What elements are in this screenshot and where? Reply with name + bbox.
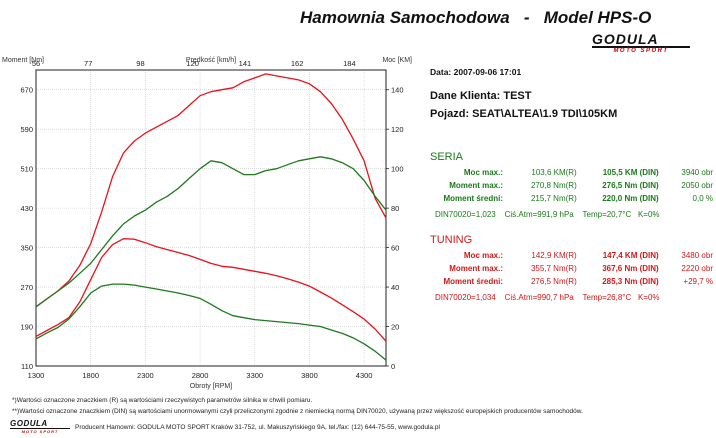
stat-label: Moment średni: xyxy=(443,194,504,203)
logo-main-text: GODULA xyxy=(10,420,70,429)
y-left-tick-label: 590 xyxy=(20,125,33,134)
stat-extra-value: 0,0 % xyxy=(692,194,713,203)
x-axis-label: Obroty [RPM] xyxy=(190,383,232,390)
stat-extra-value: 3480 obr xyxy=(681,251,713,260)
stat-real-value: 355,7 Nm(R) xyxy=(530,264,577,273)
stat-din-value: 285,3 Nm (DIN) xyxy=(602,277,659,286)
x-tick-label: 3800 xyxy=(301,371,318,380)
seria-power-curve xyxy=(35,156,387,308)
x-tick-label: 2300 xyxy=(137,371,154,380)
seria-din-conditions: DIN70020=1,023 Ciś.Atm=991,9 hPa Temp=20… xyxy=(435,210,660,219)
dyno-chart: Moment [Nm] Prędkość [km/h] Moc [KM] Obr… xyxy=(2,57,412,390)
chart-grid xyxy=(35,70,386,367)
top-tick-label: 141 xyxy=(239,59,252,68)
table-row: Moment średni: 215,7 Nm(R) 220,0 Nm (DIN… xyxy=(431,192,716,205)
y-left-tick-label: 350 xyxy=(20,244,33,253)
y-left-tick-label: 430 xyxy=(20,204,33,213)
top-tick-label: 77 xyxy=(84,59,92,68)
x-tick-label: 3300 xyxy=(246,371,263,380)
stat-label: Moment max.: xyxy=(449,181,504,190)
tuning-torque-curve xyxy=(35,238,387,342)
tuning-section-title: TUNING xyxy=(430,234,473,246)
y-right-tick-label: 120 xyxy=(391,125,404,134)
x-tick-label: 2800 xyxy=(192,371,209,380)
top-axis-label: Prędkość [km/h] xyxy=(186,57,236,64)
stat-label: Moment średni: xyxy=(443,277,504,286)
y-right-tick-label: 100 xyxy=(391,165,404,174)
tuning-stats-table: Moc max.: 142,9 KM(R) 147,4 KM (DIN) 348… xyxy=(431,249,716,288)
footnote-din-values: **)Wartości oznaczone znaczkiem (DIN) są… xyxy=(12,408,583,415)
y-left-tick-label: 110 xyxy=(21,362,33,371)
stat-extra-value: +29,7 % xyxy=(683,277,713,286)
stat-extra-value: 3940 obr xyxy=(681,168,713,177)
logo-sub-text: MOTO SPORT xyxy=(21,429,59,434)
producer-info: Producent Hamowni: GODULA MOTO SPORT Kra… xyxy=(75,424,440,431)
y-right-tick-label: 40 xyxy=(391,283,399,292)
tuning-power-curve xyxy=(35,73,387,308)
y-right-tick-label: 80 xyxy=(391,204,399,213)
stat-real-value: 103,6 KM(R) xyxy=(531,168,577,177)
top-tick-label: 120 xyxy=(186,59,199,68)
stat-extra-value: 2050 obr xyxy=(681,181,713,190)
vehicle-name: Pojazd: SEAT\ALTEA\1.9 TDI\105KM xyxy=(430,108,618,120)
tuning-din-conditions: DIN70020=1,034 Ciś.Atm=990,7 hPa Temp=26… xyxy=(435,293,660,302)
stat-real-value: 142,9 KM(R) xyxy=(531,251,577,260)
footnote-real-values: *)Wartości oznaczone znaczkiem (R) są wa… xyxy=(12,397,313,404)
godula-logo: GODULA MOTO SPORT xyxy=(592,32,690,54)
stat-din-value: 276,5 Nm (DIN) xyxy=(602,181,659,190)
y-left-tick-label: 190 xyxy=(20,323,33,332)
seria-section-title: SERIA xyxy=(430,151,464,163)
table-row: Moment średni: 276,5 Nm(R) 285,3 Nm (DIN… xyxy=(431,275,716,288)
test-date: Data: 2007-09-06 17:01 xyxy=(430,67,522,77)
client-name: Dane Klienta: TEST xyxy=(430,90,532,102)
table-row: Moc max.: 142,9 KM(R) 147,4 KM (DIN) 348… xyxy=(431,249,716,262)
x-tick-label: 1300 xyxy=(28,371,45,380)
top-tick-label: 98 xyxy=(136,59,144,68)
stat-din-value: 367,6 Nm (DIN) xyxy=(602,264,659,273)
y-right-tick-label: 140 xyxy=(391,86,404,95)
top-tick-label: 162 xyxy=(291,59,304,68)
x-tick-label: 4300 xyxy=(356,371,373,380)
stat-real-value: 215,7 Nm(R) xyxy=(530,194,577,203)
top-tick-label: 184 xyxy=(343,59,356,68)
chart-curves xyxy=(35,73,387,361)
godula-logo-small: GODULA MOTO SPORT xyxy=(10,420,70,434)
y-left-tick-label: 510 xyxy=(20,165,33,174)
stat-real-value: 276,5 Nm(R) xyxy=(530,277,577,286)
y-left-tick-label: 670 xyxy=(20,86,33,95)
table-row: Moment max.: 270,8 Nm(R) 276,5 Nm (DIN) … xyxy=(431,179,716,192)
top-tick-label: 56 xyxy=(32,59,40,68)
page-title: Hamownia Samochodowa - Model HPS-O xyxy=(300,8,652,27)
y-left-axis-label: Moment [Nm] xyxy=(2,57,44,64)
stat-real-value: 270,8 Nm(R) xyxy=(530,181,577,190)
logo-sub-text: MOTO SPORT xyxy=(613,48,669,54)
stat-label: Moc max.: xyxy=(463,251,504,260)
plot-frame xyxy=(35,69,387,367)
stat-din-value: 220,0 Nm (DIN) xyxy=(602,194,659,203)
stat-din-value: 105,5 KM (DIN) xyxy=(602,168,659,177)
logo-main-text: GODULA xyxy=(592,32,690,48)
y-right-axis-label: Moc [KM] xyxy=(382,57,412,64)
x-tick-label: 1800 xyxy=(82,371,99,380)
table-row: Moc max.: 103,6 KM(R) 105,5 KM (DIN) 394… xyxy=(431,166,716,179)
seria-torque-curve xyxy=(35,283,387,361)
y-right-tick-label: 60 xyxy=(391,244,399,253)
stat-din-value: 147,4 KM (DIN) xyxy=(602,251,659,260)
stat-label: Moment max.: xyxy=(449,264,504,273)
stat-extra-value: 2220 obr xyxy=(681,264,713,273)
stat-label: Moc max.: xyxy=(463,168,504,177)
y-right-tick-label: 0 xyxy=(391,362,395,371)
seria-stats-table: Moc max.: 103,6 KM(R) 105,5 KM (DIN) 394… xyxy=(431,166,716,205)
y-right-tick-label: 20 xyxy=(391,323,399,332)
table-row: Moment max.: 355,7 Nm(R) 367,6 Nm (DIN) … xyxy=(431,262,716,275)
y-left-tick-label: 270 xyxy=(20,283,33,292)
